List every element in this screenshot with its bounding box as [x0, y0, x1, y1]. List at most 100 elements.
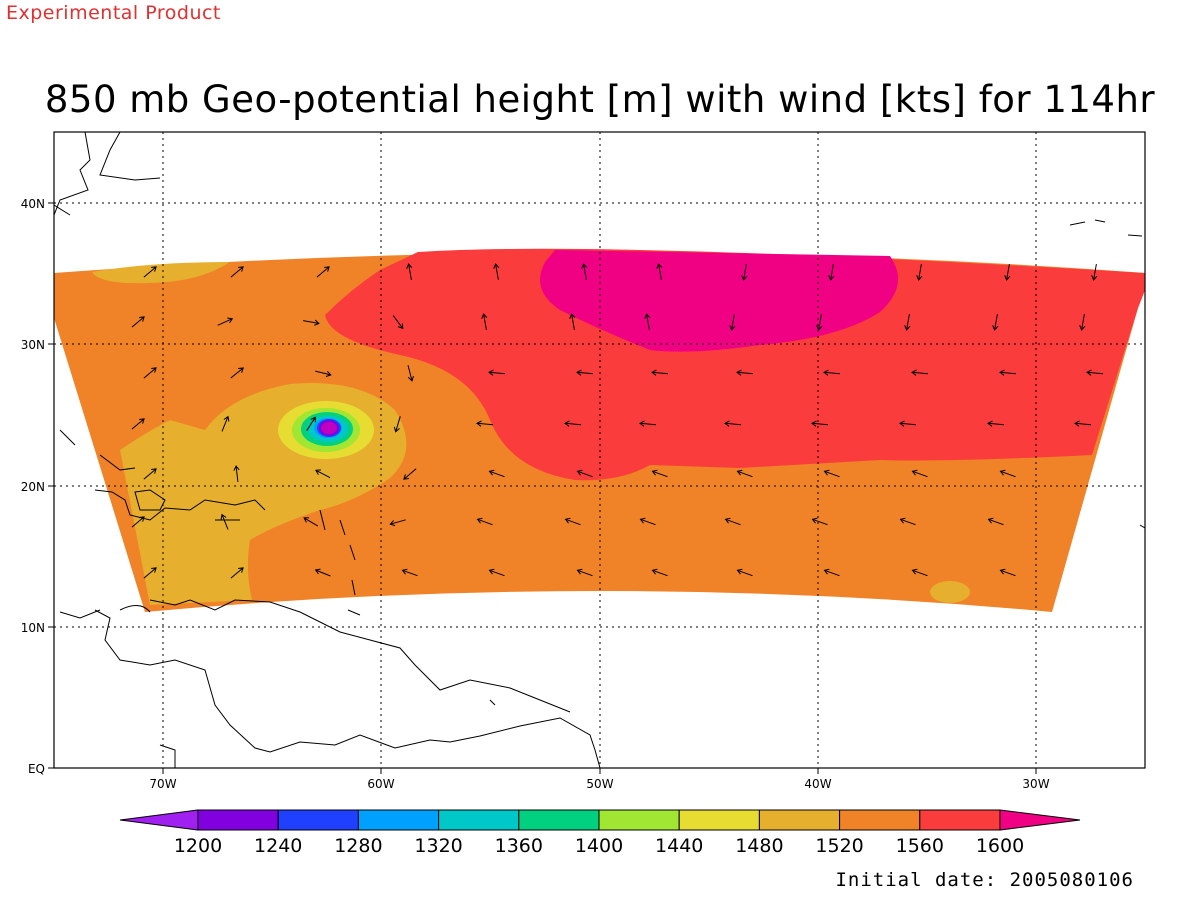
wind-arrow [488, 469, 505, 478]
wind-arrow [406, 263, 413, 280]
wind-arrow [403, 468, 417, 480]
colorbar-segment [919, 809, 1001, 831]
lon-label-60w: 60W [367, 777, 394, 791]
wind-arrow [401, 568, 418, 577]
colorbar-label: 1320 [414, 835, 462, 857]
wind-arrow [911, 568, 928, 577]
wind-arrow [303, 319, 320, 326]
wind-arrow [131, 516, 145, 528]
height-field-1480-1520-east [930, 581, 970, 603]
colorbar-label: 1360 [495, 835, 543, 857]
colorbar-segment [758, 809, 841, 831]
wind-arrow [493, 263, 500, 280]
wind-arrow [987, 420, 1005, 427]
wind-arrow [811, 517, 828, 526]
colorbar-label: 1400 [575, 835, 623, 857]
wind-arrow [1091, 264, 1098, 281]
wind-arrow [724, 517, 741, 526]
map-title: 850 mb Geo-potential height [m] with win… [44, 78, 1156, 121]
wind-arrow [314, 568, 331, 577]
colorbar-label: 1200 [174, 835, 222, 857]
experimental-product-label: Experimental Product [6, 2, 221, 24]
wind-arrow [221, 415, 230, 432]
wind-arrow [389, 519, 406, 527]
wind-arrow [1079, 314, 1086, 331]
wind-arrow [143, 567, 157, 579]
colorbar-segment [678, 809, 760, 831]
wind-arrow [899, 420, 917, 427]
wind-arrow [569, 313, 576, 330]
lat-label-10n: 10N [21, 621, 45, 635]
wind-arrow [488, 369, 506, 376]
wind-vectors [131, 263, 1104, 579]
wind-arrow [488, 568, 505, 577]
colorbar-label: 1240 [254, 835, 302, 857]
colorbar-high-arrow [999, 809, 1081, 831]
coastlines [54, 132, 1145, 768]
wind-arrow [576, 469, 593, 478]
wind-arrow [916, 264, 923, 281]
wind-arrow [143, 468, 157, 480]
map-plot-area [54, 132, 1145, 768]
wind-arrow [828, 264, 835, 281]
wind-arrow [911, 469, 928, 478]
colorbar-label: 1600 [976, 835, 1024, 857]
wind-arrow [476, 517, 493, 526]
wind-arrow [316, 266, 330, 278]
wind-arrow [576, 369, 594, 376]
lon-label-40w: 40W [804, 777, 831, 791]
wind-arrow [823, 369, 841, 376]
axis-ticks [48, 202, 1037, 774]
wind-arrow [131, 316, 145, 328]
wind-arrow [644, 313, 651, 330]
wind-arrow [581, 263, 588, 280]
wind-arrow [230, 266, 244, 278]
wind-arrow [220, 513, 229, 530]
height-field-1560-1600 [325, 248, 1145, 481]
wind-arrow [576, 568, 593, 577]
wind-arrow [306, 416, 316, 431]
wind-arrow [656, 263, 663, 280]
wind-arrow [392, 315, 404, 330]
wind-arrow [811, 420, 829, 427]
wind-arrow [651, 369, 669, 376]
colorbar-label: 1280 [334, 835, 382, 857]
colorbar-segment [518, 809, 600, 831]
wind-arrow [823, 568, 840, 577]
colorbar-label: 1440 [655, 835, 703, 857]
height-field-1480-1520-north [92, 262, 230, 284]
wind-arrow [823, 469, 840, 478]
wind-arrow [999, 369, 1017, 376]
wind-arrow [143, 367, 157, 379]
colorbar-segment [277, 809, 359, 831]
wind-arrow [1086, 369, 1104, 376]
wind-arrow [230, 567, 244, 579]
lat-label-40n: 40N [21, 197, 45, 211]
wind-arrow [303, 517, 319, 527]
wind-arrow [639, 517, 656, 526]
wind-arrow [131, 418, 145, 430]
wind-arrow [736, 568, 753, 577]
wind-arrow [639, 420, 657, 427]
wind-arrow [230, 367, 244, 379]
wind-arrow [476, 420, 494, 427]
colorbar-label: 1520 [815, 835, 863, 857]
wind-arrow [816, 314, 823, 331]
colorbar-segment [438, 809, 520, 831]
wind-arrow [992, 314, 999, 331]
graticule [54, 132, 1145, 768]
wind-arrow [999, 568, 1016, 577]
colorbar-segment [357, 809, 440, 831]
wind-arrow [741, 264, 748, 281]
wind-arrow [729, 314, 736, 331]
wind-arrow [987, 517, 1004, 526]
initial-date: Initial date: 2005080106 [835, 869, 1134, 891]
wind-arrow [217, 317, 234, 326]
lat-label-20n: 20N [21, 480, 45, 494]
colorbar-low-arrow [119, 809, 199, 831]
lon-label-70w: 70W [149, 777, 176, 791]
wind-arrow [564, 420, 582, 427]
wind-arrow [315, 370, 332, 377]
wind-arrow [564, 517, 581, 526]
